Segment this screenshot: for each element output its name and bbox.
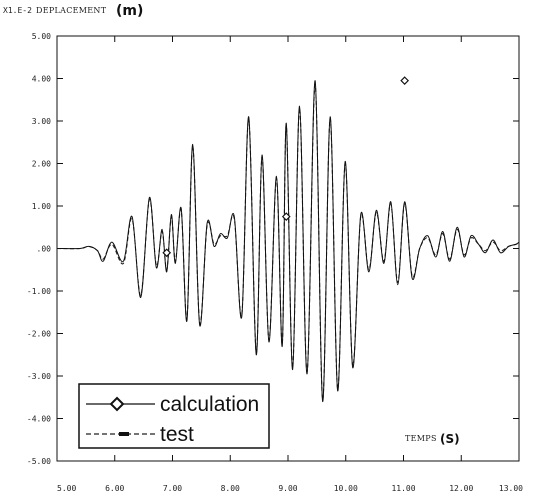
diamond-marker [401,77,408,84]
y-tick-label: 4.00 [32,75,51,84]
y-axis-unit: (m) [116,3,143,19]
y-tick-label: -4.00 [27,415,51,424]
y-tick-label: -2.00 [27,330,51,339]
x-tick-label: 5.00 [57,484,76,493]
y-tick-label: .00 [37,245,52,254]
legend-label-calculation: calculation [160,393,259,416]
x-tick-label: 13.00 [499,484,523,493]
x-tick-label: 8.00 [221,484,240,493]
x-tick-label: 11.00 [391,484,415,493]
y-axis-label: DEPLACEMENT [36,6,107,15]
x-tick-label: 9.00 [278,484,297,493]
legend-test-mark [119,432,129,436]
x-axis-label: TEMPS [405,434,437,443]
y-tick-label: 3.00 [32,117,51,126]
x-tick-label: 6.00 [105,484,124,493]
x-tick-label: 10.00 [334,484,358,493]
legend: calculation test [79,384,269,448]
y-tick-label: -3.00 [27,372,51,381]
legend-label-test: test [160,423,194,446]
x-tick-label: 12.00 [449,484,473,493]
y-tick-label: -5.00 [27,457,51,466]
y-tick-label: 5.00 [32,32,51,41]
y-tick-label: 1.00 [32,202,51,211]
series-line-calculation [57,81,519,402]
y-tick-label: 2.00 [32,160,51,169]
x-axis-unit: (S) [440,432,460,446]
series-line-test [57,85,519,400]
y-scale-label: X1.E-2 [3,6,32,15]
y-tick-label: -1.00 [27,287,51,296]
x-tick-label: 7.00 [163,484,182,493]
